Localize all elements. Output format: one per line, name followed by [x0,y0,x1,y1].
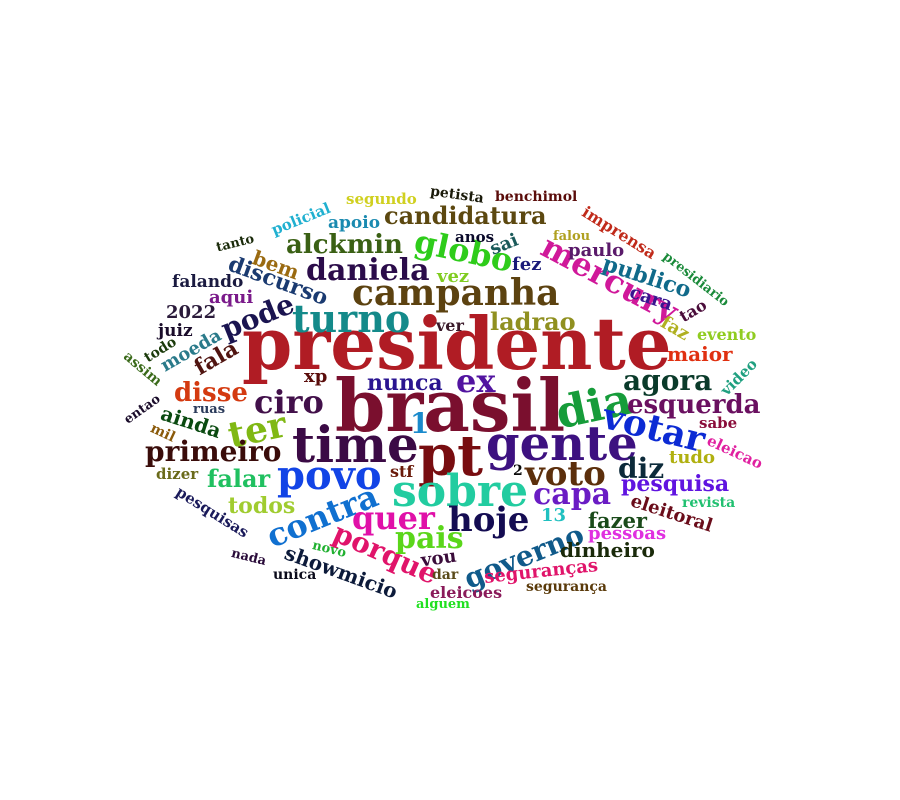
word-alckmin: alckmin [286,230,403,260]
word-turno: turno [292,296,411,341]
word-pesquisa: pesquisa [621,471,730,497]
word-falando: falando [172,272,244,292]
word-1: 1 [410,407,430,440]
word-nada: nada [229,545,268,570]
word-ex: ex [456,362,496,400]
word-dinheiro: dinheiro [560,538,655,562]
word-alguem: alguem [416,597,470,612]
word-ver: ver [436,316,464,335]
word-2022: 2022 [166,302,217,323]
word-ruas: ruas [193,402,226,417]
word-pessoas: pessoas [588,523,667,544]
word-povo: povo [277,452,382,499]
word-tanto: tanto [214,231,256,256]
word-paulo: paulo [568,240,625,261]
word-pt: pt [418,423,484,489]
word-2: 2 [513,463,523,479]
word-gente: gente [486,416,638,472]
word-ciro: ciro [254,383,324,421]
word-candidatura: candidatura [384,201,547,230]
word-juiz: juiz [158,321,193,341]
word-tudo: tudo [669,447,715,468]
word-revista: revista [682,495,736,511]
word-maior: maior [667,342,733,366]
word-todos: todos [228,493,296,519]
word-seguranca: segurança [526,579,607,595]
word-anos: anos [455,228,495,246]
word-apoio: apoio [328,213,381,233]
word-benchimol: benchimol [495,189,578,205]
word-sobre: sobre [392,466,529,517]
word-vez: vez [437,266,470,287]
word-ladrao: ladrao [490,307,576,336]
word-time: time [292,415,419,474]
word-fez: fez [512,254,542,275]
word-segundo: segundo [346,190,417,208]
word-falar: falar [207,464,271,493]
word-brasil: brasil [335,363,566,448]
word-stf: stf [390,462,414,481]
word-agora: agora [623,364,713,397]
word-dizer: dizer [156,465,199,483]
word-capa: capa [533,477,612,512]
word-unica: unica [273,567,317,583]
word-voto: voto [525,454,606,494]
word-campanha: campanha [352,272,560,314]
word-quer: quer [352,499,435,537]
word-sabe: sabe [699,414,738,432]
word-esquerda: esquerda [627,390,761,420]
word-fazer: fazer [588,508,647,533]
word-nunca: nunca [367,370,443,396]
word-dar: dar [432,567,459,583]
word-pais: pais [395,521,464,556]
word-falou: falou [553,229,591,244]
word-aqui: aqui [209,287,254,308]
word-13: 13 [541,505,567,526]
word-disse: disse [174,378,248,408]
word-evento: evento [697,325,757,344]
word-daniela: daniela [306,253,430,288]
word-diz: diz [618,452,665,485]
word-hoje: hoje [448,500,530,540]
word-eleicoes: eleicoes [430,583,503,602]
word-xp: xp [304,366,328,387]
word-primeiro: primeiro [145,435,282,468]
word-presidente: presidente [242,301,672,386]
